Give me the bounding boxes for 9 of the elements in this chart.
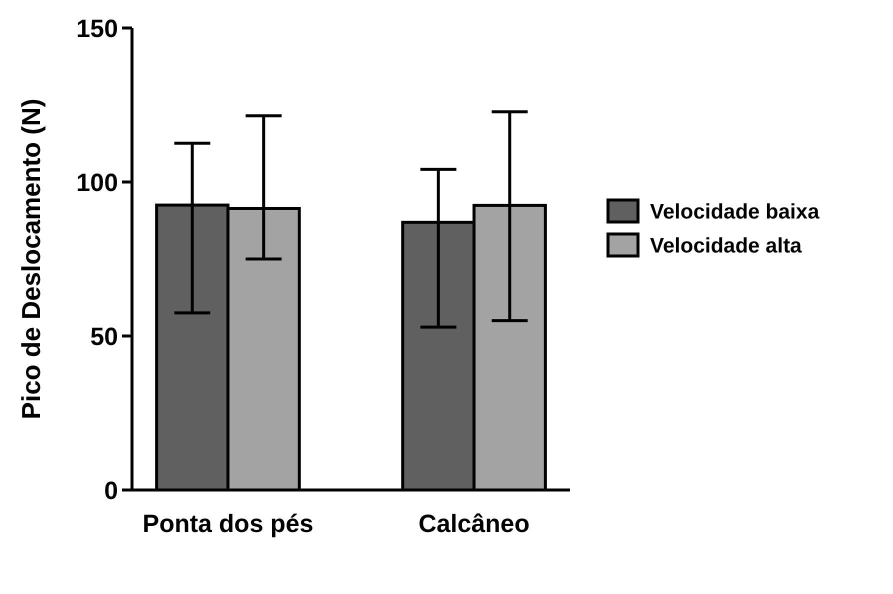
x-tick-label: Ponta dos pés	[142, 510, 314, 538]
x-tick-label: Calcâneo	[418, 510, 530, 538]
y-tick-label: 100	[76, 168, 118, 197]
y-tick-label: 50	[90, 322, 118, 351]
y-axis-title: Pico de Deslocamento (N)	[16, 98, 46, 420]
legend-label: Velocidade baixa	[650, 200, 820, 224]
legend-label: Velocidade alta	[650, 234, 802, 258]
y-tick-label: 0	[104, 476, 118, 505]
y-tick-label: 150	[76, 14, 118, 43]
